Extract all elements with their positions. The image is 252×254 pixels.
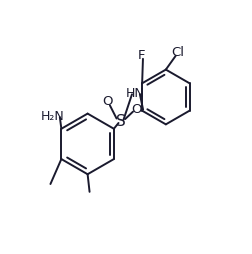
Text: HN: HN <box>126 87 144 100</box>
Text: O: O <box>131 103 141 116</box>
Text: O: O <box>102 95 112 108</box>
Text: H₂N: H₂N <box>40 110 64 123</box>
Text: S: S <box>115 114 125 129</box>
Text: Cl: Cl <box>170 46 183 59</box>
Text: F: F <box>137 50 145 62</box>
